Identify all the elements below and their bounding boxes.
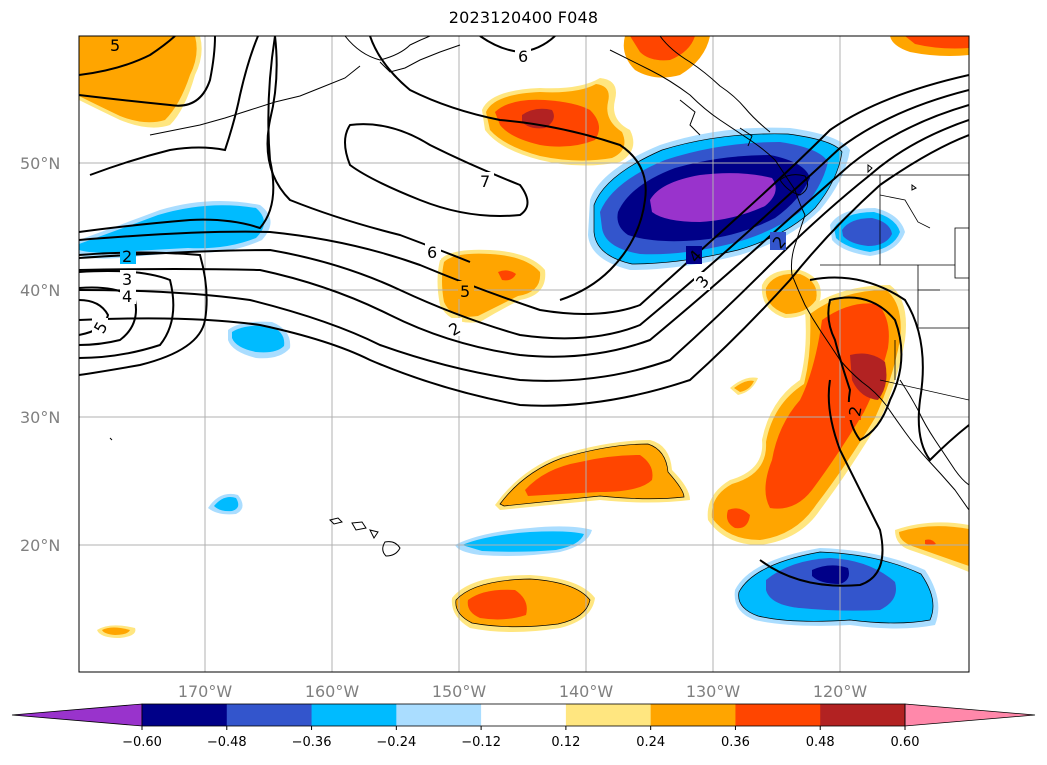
colorbar-segment xyxy=(311,704,397,726)
colorbar-segment xyxy=(735,704,821,726)
lat-label-20n: 20°N xyxy=(20,536,60,555)
contour-label: 4 xyxy=(122,287,132,306)
borders xyxy=(820,174,969,401)
colorbar-tick-label: 0.60 xyxy=(891,735,920,750)
lon-label-140w: 140°W xyxy=(559,682,614,701)
latitude-labels: 50°N 40°N 30°N 20°N xyxy=(20,154,60,555)
lat-label-50n: 50°N xyxy=(20,154,60,173)
colorbar-tick-label: 0.24 xyxy=(636,735,665,750)
colorbar: −0.60 −0.48 −0.36 −0.24 −0.12 0.12 0.24 0.36 0.4… xyxy=(11,703,1036,750)
lat-label-30n: 30°N xyxy=(20,408,60,427)
colorbar-segment xyxy=(565,704,652,726)
colorbar-tick-label: 0.12 xyxy=(551,735,580,750)
contour-label: 3 xyxy=(122,270,132,289)
longitude-labels: 170°W 160°W 150°W 140°W 130°W 120°W xyxy=(178,682,868,701)
lon-label-130w: 130°W xyxy=(686,682,741,701)
contour-label: 2 xyxy=(845,405,865,418)
colorbar-tick-label: 0.48 xyxy=(806,735,835,750)
colorbar-segment xyxy=(650,704,736,726)
contour-label: 5 xyxy=(110,36,120,55)
contour-label: 7 xyxy=(480,172,490,191)
colorbar-segment xyxy=(396,704,482,726)
colorbar-segment xyxy=(820,704,906,726)
lon-label-170w: 170°W xyxy=(178,682,233,701)
colorbar-tick-label: −0.48 xyxy=(207,735,247,750)
contour-label: 6 xyxy=(518,47,528,66)
colorbar-tick-label: −0.36 xyxy=(292,735,332,750)
colorbar-segment xyxy=(142,704,228,726)
plot-frame xyxy=(78,35,970,673)
colorbar-segment xyxy=(226,704,313,726)
lat-label-40n: 40°N xyxy=(20,281,60,300)
colorbar-tick-label: −0.24 xyxy=(376,735,416,750)
coastlines xyxy=(109,36,969,557)
contour-label: 6 xyxy=(427,243,437,262)
colorbar-tick-label: 0.36 xyxy=(721,735,750,750)
lon-label-160w: 160°W xyxy=(305,682,360,701)
colorbar-extend-max xyxy=(904,703,1036,727)
colorbar-frame xyxy=(141,703,906,727)
contour-label: 2 xyxy=(122,247,132,266)
gridlines xyxy=(79,36,969,672)
lon-label-120w: 120°W xyxy=(813,682,868,701)
map-title: 2023120400 F048 xyxy=(448,8,599,27)
contour-label: 5 xyxy=(460,282,470,301)
map-layers: 5 6 7 6 5 2 3 4 5 2 4 3 2 2 xyxy=(79,36,969,672)
contour-labels: 5 6 7 6 5 2 3 4 5 2 4 3 2 2 xyxy=(90,36,866,420)
colorbar-segment xyxy=(481,704,567,726)
colorbar-tick-label: −0.12 xyxy=(461,735,501,750)
colorbar-tick-label: −0.60 xyxy=(122,735,162,750)
lon-label-150w: 150°W xyxy=(432,682,487,701)
colorbar-extend-min xyxy=(11,703,143,727)
